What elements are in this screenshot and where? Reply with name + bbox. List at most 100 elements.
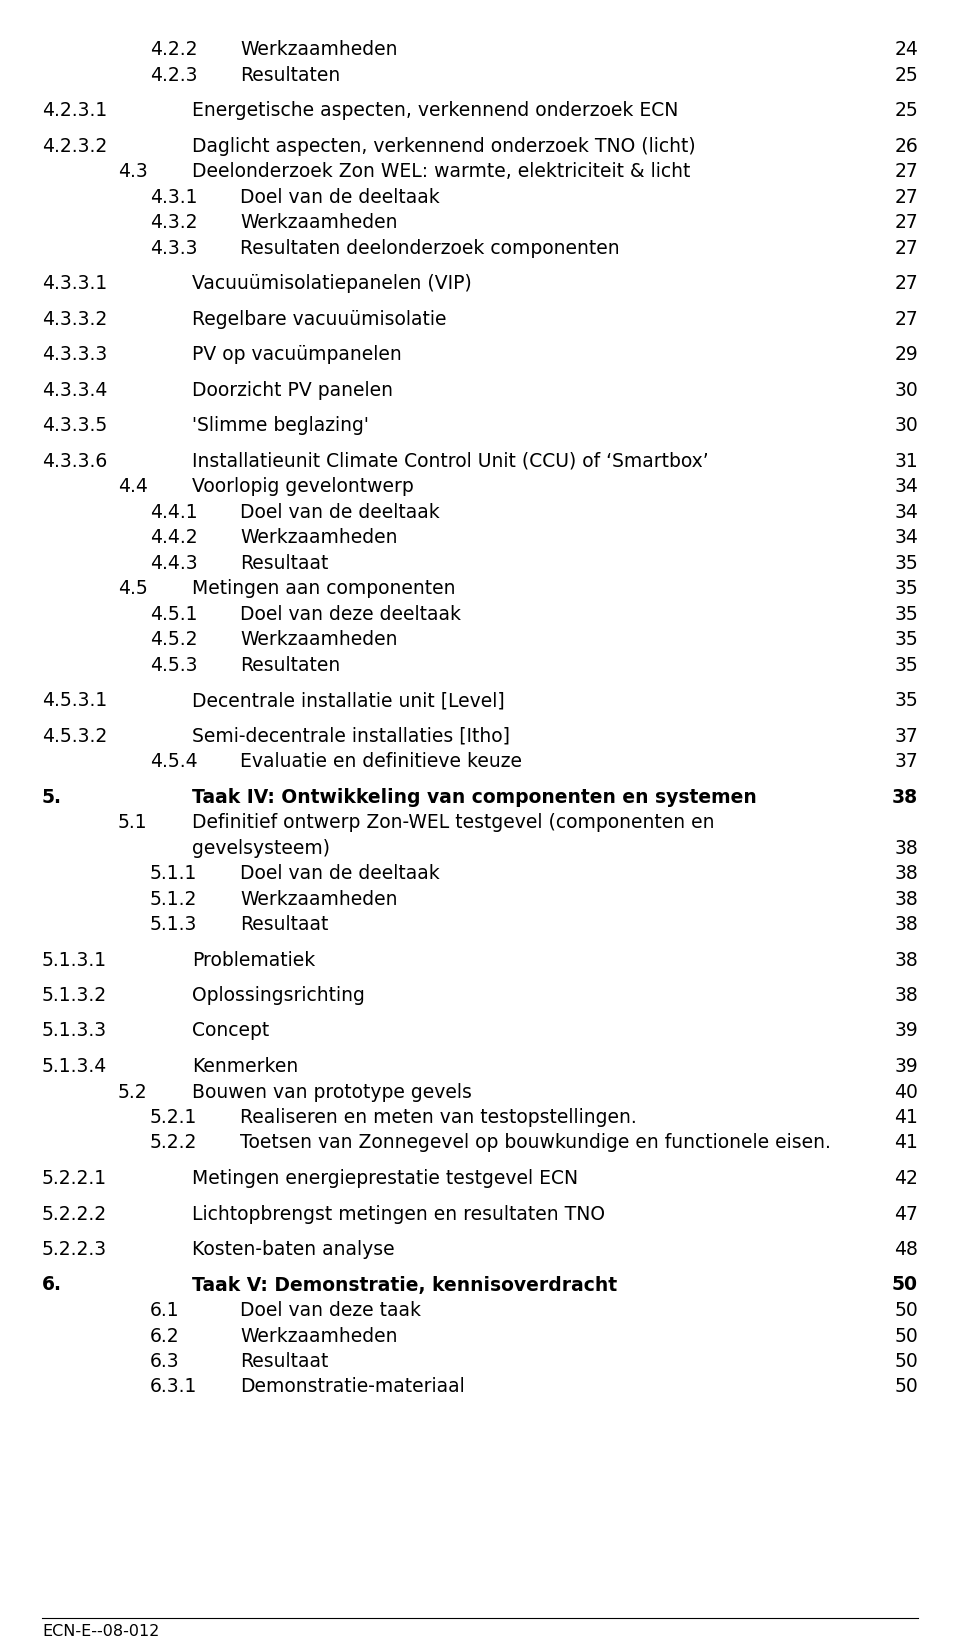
Text: Doorzicht PV panelen: Doorzicht PV panelen — [192, 381, 393, 399]
Text: 5.2.2.1: 5.2.2.1 — [42, 1168, 108, 1188]
Text: 41: 41 — [894, 1107, 918, 1127]
Text: Oplossingsrichting: Oplossingsrichting — [192, 986, 365, 1005]
Text: Taak V: Demonstratie, kennisoverdracht: Taak V: Demonstratie, kennisoverdracht — [192, 1276, 617, 1294]
Text: Voorlopig gevelontwerp: Voorlopig gevelontwerp — [192, 476, 414, 496]
Text: 27: 27 — [895, 310, 918, 328]
Text: 4.5.3.2: 4.5.3.2 — [42, 727, 108, 745]
Text: 4.3: 4.3 — [118, 162, 148, 181]
Text: PV op vacuümpanelen: PV op vacuümpanelen — [192, 344, 401, 364]
Text: gevelsysteem): gevelsysteem) — [192, 839, 330, 857]
Text: 6.2: 6.2 — [150, 1327, 180, 1345]
Text: Concept: Concept — [192, 1022, 269, 1040]
Text: Werkzaamheden: Werkzaamheden — [240, 527, 397, 547]
Text: Demonstratie-materiaal: Demonstratie-materiaal — [240, 1378, 465, 1396]
Text: Kenmerken: Kenmerken — [192, 1056, 299, 1076]
Text: 35: 35 — [895, 605, 918, 623]
Text: Resultaten: Resultaten — [240, 66, 340, 84]
Text: Deelonderzoek Zon WEL: warmte, elektriciteit & licht: Deelonderzoek Zon WEL: warmte, elektrici… — [192, 162, 690, 181]
Text: 27: 27 — [895, 188, 918, 206]
Text: 4.3.2: 4.3.2 — [150, 213, 198, 232]
Text: Resultaat: Resultaat — [240, 915, 328, 934]
Text: Doel van deze taak: Doel van deze taak — [240, 1300, 421, 1320]
Text: Metingen aan componenten: Metingen aan componenten — [192, 578, 455, 598]
Text: 35: 35 — [895, 554, 918, 572]
Text: 4.3.3.3: 4.3.3.3 — [42, 344, 108, 364]
Text: 4.2.3: 4.2.3 — [150, 66, 198, 84]
Text: 31: 31 — [895, 452, 918, 470]
Text: Realiseren en meten van testopstellingen.: Realiseren en meten van testopstellingen… — [240, 1107, 636, 1127]
Text: 4.5.1: 4.5.1 — [150, 605, 198, 623]
Text: 27: 27 — [895, 274, 918, 293]
Text: 25: 25 — [895, 101, 918, 120]
Text: ECN-E--08-012: ECN-E--08-012 — [42, 1623, 159, 1640]
Text: 4.4.3: 4.4.3 — [150, 554, 198, 572]
Text: Doel van deze deeltaak: Doel van deze deeltaak — [240, 605, 461, 623]
Text: 4.3.1: 4.3.1 — [150, 188, 198, 206]
Text: 5.1: 5.1 — [118, 812, 148, 832]
Text: Kosten-baten analyse: Kosten-baten analyse — [192, 1239, 395, 1259]
Text: Werkzaamheden: Werkzaamheden — [240, 40, 397, 59]
Text: Problematiek: Problematiek — [192, 951, 315, 969]
Text: 6.: 6. — [42, 1276, 62, 1294]
Text: 35: 35 — [895, 656, 918, 674]
Text: 5.1.3.1: 5.1.3.1 — [42, 951, 108, 969]
Text: 5.2.2.3: 5.2.2.3 — [42, 1239, 108, 1259]
Text: 29: 29 — [895, 344, 918, 364]
Text: 38: 38 — [895, 951, 918, 969]
Text: 41: 41 — [894, 1134, 918, 1152]
Text: Resultaat: Resultaat — [240, 554, 328, 572]
Text: 24: 24 — [894, 40, 918, 59]
Text: Metingen energieprestatie testgevel ECN: Metingen energieprestatie testgevel ECN — [192, 1168, 578, 1188]
Text: Definitief ontwerp Zon-WEL testgevel (componenten en: Definitief ontwerp Zon-WEL testgevel (co… — [192, 812, 714, 832]
Text: 27: 27 — [895, 239, 918, 257]
Text: Resultaat: Resultaat — [240, 1351, 328, 1371]
Text: 34: 34 — [894, 503, 918, 521]
Text: Werkzaamheden: Werkzaamheden — [240, 890, 397, 908]
Text: 50: 50 — [895, 1351, 918, 1371]
Text: 35: 35 — [895, 691, 918, 710]
Text: 38: 38 — [895, 986, 918, 1005]
Text: Werkzaamheden: Werkzaamheden — [240, 1327, 397, 1345]
Text: 34: 34 — [894, 476, 918, 496]
Text: Werkzaamheden: Werkzaamheden — [240, 630, 397, 649]
Text: 4.4.1: 4.4.1 — [150, 503, 198, 521]
Text: 4.3.3.4: 4.3.3.4 — [42, 381, 108, 399]
Text: 39: 39 — [895, 1056, 918, 1076]
Text: 5.: 5. — [42, 788, 62, 806]
Text: 48: 48 — [894, 1239, 918, 1259]
Text: Installatieunit Climate Control Unit (CCU) of ‘Smartbox’: Installatieunit Climate Control Unit (CC… — [192, 452, 708, 470]
Text: 4.3.3: 4.3.3 — [150, 239, 198, 257]
Text: 5.1.3.4: 5.1.3.4 — [42, 1056, 108, 1076]
Text: 4.3.3.1: 4.3.3.1 — [42, 274, 108, 293]
Text: 27: 27 — [895, 162, 918, 181]
Text: 4.3.3.6: 4.3.3.6 — [42, 452, 108, 470]
Text: 42: 42 — [894, 1168, 918, 1188]
Text: 5.2.1: 5.2.1 — [150, 1107, 198, 1127]
Text: 47: 47 — [894, 1205, 918, 1223]
Text: 6.1: 6.1 — [150, 1300, 180, 1320]
Text: 4.5.3: 4.5.3 — [150, 656, 198, 674]
Text: 5.2.2.2: 5.2.2.2 — [42, 1205, 108, 1223]
Text: 4.2.3.1: 4.2.3.1 — [42, 101, 108, 120]
Text: 4.3.3.2: 4.3.3.2 — [42, 310, 108, 328]
Text: 6.3: 6.3 — [150, 1351, 180, 1371]
Text: Bouwen van prototype gevels: Bouwen van prototype gevels — [192, 1083, 472, 1101]
Text: 30: 30 — [895, 415, 918, 435]
Text: Regelbare vacuuümisolatie: Regelbare vacuuümisolatie — [192, 310, 446, 328]
Text: Daglicht aspecten, verkennend onderzoek TNO (licht): Daglicht aspecten, verkennend onderzoek … — [192, 137, 696, 155]
Text: Decentrale installatie unit [Level]: Decentrale installatie unit [Level] — [192, 691, 505, 710]
Text: 5.2.2: 5.2.2 — [150, 1134, 198, 1152]
Text: 50: 50 — [895, 1378, 918, 1396]
Text: 50: 50 — [892, 1276, 918, 1294]
Text: 4.5: 4.5 — [118, 578, 148, 598]
Text: 35: 35 — [895, 630, 918, 649]
Text: Doel van de deeltaak: Doel van de deeltaak — [240, 188, 440, 206]
Text: 35: 35 — [895, 578, 918, 598]
Text: 5.1.2: 5.1.2 — [150, 890, 198, 908]
Text: 4.5.3.1: 4.5.3.1 — [42, 691, 108, 710]
Text: 30: 30 — [895, 381, 918, 399]
Text: Resultaten deelonderzoek componenten: Resultaten deelonderzoek componenten — [240, 239, 619, 257]
Text: 38: 38 — [895, 864, 918, 883]
Text: 'Slimme beglazing': 'Slimme beglazing' — [192, 415, 369, 435]
Text: Resultaten: Resultaten — [240, 656, 340, 674]
